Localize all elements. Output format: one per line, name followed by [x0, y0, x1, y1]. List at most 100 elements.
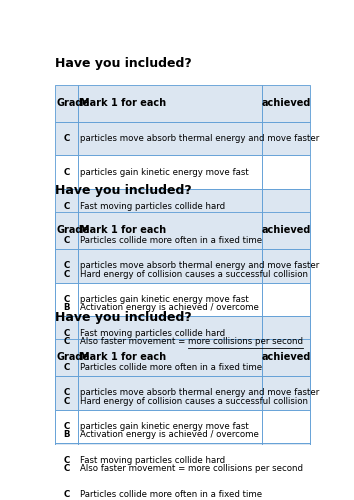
Bar [262, 282, 310, 316]
Bar [55, 223, 78, 257]
Bar [78, 223, 262, 257]
Bar [262, 384, 310, 418]
Text: Have you included?: Have you included? [55, 310, 192, 324]
Text: Activation energy is achieved / overcome: Activation energy is achieved / overcome [80, 430, 259, 440]
Bar [262, 478, 310, 500]
Bar [55, 122, 78, 156]
Text: C: C [64, 490, 70, 499]
Text: Mark 1 for each: Mark 1 for each [80, 98, 166, 108]
Bar [55, 190, 78, 223]
Text: Particles collide more often in a fixed time: Particles collide more often in a fixed … [80, 362, 262, 372]
Bar [262, 122, 310, 156]
Bar [55, 325, 78, 359]
Text: more collisions per second: more collisions per second [188, 338, 303, 346]
Text: C: C [64, 338, 70, 346]
Bar [262, 376, 310, 410]
Bar [55, 376, 78, 410]
Bar [262, 452, 310, 486]
Bar [55, 316, 78, 350]
Text: B: B [63, 430, 70, 440]
Text: Hard energy of collision causes a successful collision: Hard energy of collision causes a succes… [80, 270, 308, 278]
Bar [78, 248, 262, 282]
Text: Particles collide more often in a fixed time: Particles collide more often in a fixed … [80, 490, 262, 499]
Bar [55, 212, 78, 248]
Text: C: C [64, 270, 70, 278]
Bar [262, 316, 310, 350]
Text: C: C [64, 422, 70, 431]
Text: C: C [64, 295, 70, 304]
Text: Fast moving particles collide hard: Fast moving particles collide hard [80, 456, 225, 465]
Bar [78, 376, 262, 410]
Bar [262, 248, 310, 282]
Bar [78, 452, 262, 486]
Text: achieved: achieved [262, 352, 311, 362]
Bar [55, 291, 78, 325]
Text: C: C [64, 329, 70, 338]
Bar [262, 291, 310, 325]
Bar [55, 156, 78, 190]
Text: C: C [64, 261, 70, 270]
Bar [262, 190, 310, 223]
Bar [78, 410, 262, 444]
Bar [78, 325, 262, 359]
Text: particles move absorb thermal energy and move faster: particles move absorb thermal energy and… [80, 388, 319, 397]
Bar [78, 156, 262, 190]
Bar [78, 212, 262, 248]
Bar [262, 339, 310, 376]
Text: achieved: achieved [262, 226, 311, 235]
Text: particles gain kinetic energy move fast: particles gain kinetic energy move fast [80, 422, 249, 431]
Text: Fast moving particles collide hard: Fast moving particles collide hard [80, 329, 225, 338]
Text: Particles collide more often in a fixed time: Particles collide more often in a fixed … [80, 236, 262, 244]
Bar [78, 339, 262, 376]
Bar [262, 212, 310, 248]
Text: C: C [64, 396, 70, 406]
Text: Hard energy of collision causes a successful collision: Hard energy of collision causes a succes… [80, 396, 308, 406]
Bar [78, 282, 262, 316]
Bar [78, 190, 262, 223]
Text: Have you included?: Have you included? [55, 184, 192, 196]
Text: C: C [64, 168, 70, 177]
Bar [78, 257, 262, 291]
Bar [262, 444, 310, 478]
Text: more collisions per second: more collisions per second [188, 464, 303, 473]
Text: C: C [64, 362, 70, 372]
Bar [262, 410, 310, 444]
Text: B: B [63, 304, 70, 312]
Bar [55, 444, 78, 478]
Bar [78, 384, 262, 418]
Text: C: C [64, 464, 70, 473]
Bar [78, 444, 262, 478]
Bar [55, 410, 78, 444]
Bar [262, 325, 310, 359]
Bar [78, 350, 262, 384]
Bar [262, 257, 310, 291]
Bar [55, 418, 78, 452]
Bar [262, 350, 310, 384]
Text: particles move absorb thermal energy and move faster: particles move absorb thermal energy and… [80, 134, 319, 143]
Bar [78, 478, 262, 500]
Bar [55, 478, 78, 500]
Text: C: C [64, 388, 70, 397]
Bar [262, 418, 310, 452]
Text: achieved: achieved [262, 98, 311, 108]
Text: particles gain kinetic energy move fast: particles gain kinetic energy move fast [80, 295, 249, 304]
Text: particles gain kinetic energy move fast: particles gain kinetic energy move fast [80, 168, 249, 177]
Bar [262, 223, 310, 257]
Text: Grade: Grade [57, 98, 90, 108]
Bar [78, 316, 262, 350]
Bar [262, 156, 310, 190]
Text: Have you included?: Have you included? [55, 56, 192, 70]
Bar [262, 85, 310, 122]
Text: Activation energy is achieved / overcome: Activation energy is achieved / overcome [80, 304, 259, 312]
Text: C: C [64, 202, 70, 211]
Text: C: C [64, 456, 70, 465]
Text: Also faster movement =: Also faster movement = [80, 464, 188, 473]
Text: Fast moving particles collide hard: Fast moving particles collide hard [80, 202, 225, 211]
Bar [78, 291, 262, 325]
Bar [55, 248, 78, 282]
Bar [78, 85, 262, 122]
Text: C: C [64, 134, 70, 143]
Text: Also faster movement =: Also faster movement = [80, 338, 188, 346]
Text: Grade: Grade [57, 226, 90, 235]
Bar [78, 418, 262, 452]
